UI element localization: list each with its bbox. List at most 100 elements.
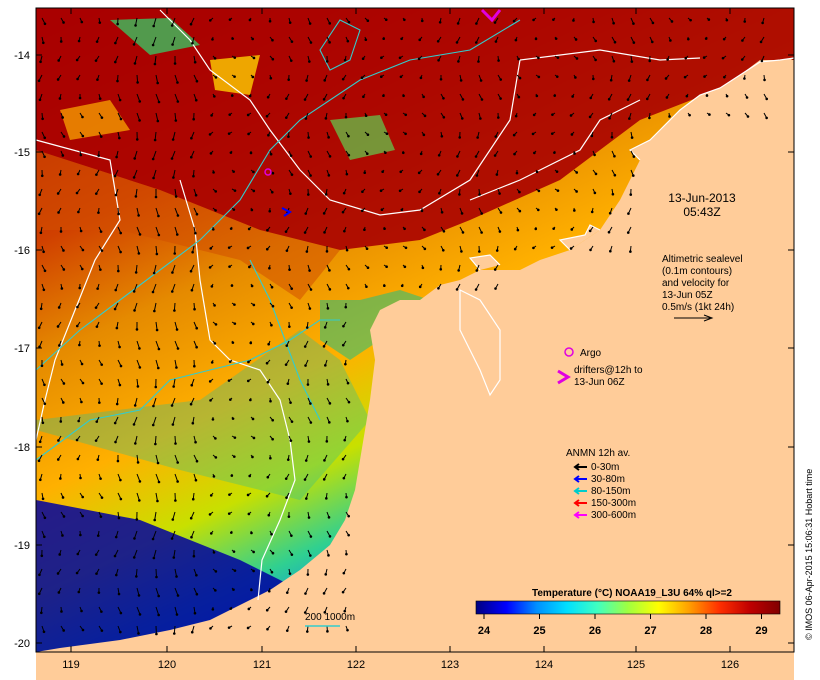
lat-tick-label: -17: [14, 343, 30, 355]
velocity-arrow: [155, 321, 158, 331]
velocity-arrow: [152, 530, 157, 540]
velocity-arrow: [155, 112, 159, 122]
velocity-arrow: [154, 55, 157, 65]
drifter-legend: drifters@12h to 13-Jun 06Z: [557, 365, 643, 388]
drifter-legend-line-2: 13-Jun 06Z: [574, 377, 625, 388]
colorbar-title: Temperature (°C) NOAA19_L3U 64% ql>=2: [532, 588, 732, 599]
velocity-arrow: [136, 112, 141, 121]
anmn-legend-label: 30-80m: [591, 474, 625, 485]
velocity-arrow: [155, 245, 158, 255]
isobath-legend: 200 1000m: [305, 612, 355, 627]
velocity-arrow: [133, 169, 138, 178]
velocity-arrow: [136, 606, 141, 615]
velocity-arrow: [152, 150, 157, 160]
velocity-arrow: [155, 587, 160, 597]
velocity-arrow: [174, 93, 179, 102]
temperature-colorbar: Temperature (°C) NOAA19_L3U 64% ql>=2 24…: [475, 588, 781, 637]
velocity-arrow: [174, 587, 179, 596]
colorbar-ramp: [475, 600, 781, 615]
anmn-legend-title: ANMN 12h av.: [566, 448, 630, 459]
velocity-arrow: [154, 435, 157, 445]
argo-legend: Argo: [564, 347, 602, 359]
velocity-arrow: [174, 74, 178, 83]
velocity-arrow: [155, 454, 159, 464]
velocity-arrow: [154, 131, 157, 141]
colorbar-tick-label: 25: [533, 625, 545, 637]
velocity-arrow: [152, 416, 157, 426]
lon-tick-label: 122: [347, 659, 365, 671]
velocity-arrows: [37, 17, 769, 636]
velocity-arrow: [152, 36, 157, 46]
anmn-legend: ANMN 12h av. 0-30m30-80m80-150m150-300m3…: [566, 448, 636, 521]
lat-tick-label: -14: [14, 50, 30, 62]
colorbar-tick-label: 26: [589, 625, 601, 637]
anmn-legend-item: 0-30m: [573, 462, 619, 473]
anmn-legend-item: 150-300m: [573, 498, 636, 509]
lon-tick-label: 123: [441, 659, 459, 671]
drifter-legend-line-1: drifters@12h to: [574, 365, 643, 376]
anmn-legend-item: 300-600m: [573, 510, 636, 521]
lon-tick-label: 120: [158, 659, 176, 671]
velocity-arrow: [133, 36, 138, 45]
velocity-arrow: [171, 530, 176, 539]
velocity-arrow: [152, 397, 157, 407]
velocity-arrow: [174, 226, 178, 235]
velocity-arrow: [133, 549, 138, 558]
altimetry-line-3: and velocity for: [662, 278, 730, 289]
velocity-arrow: [155, 359, 159, 369]
lon-tick-label: 125: [627, 659, 645, 671]
velocity-arrow: [154, 511, 157, 521]
velocity-arrow: [153, 17, 157, 27]
time-line: 05:43Z: [683, 205, 720, 219]
velocity-arrow: [174, 473, 179, 482]
date-line-1: 13-Jun-2013: [668, 191, 736, 205]
anmn-legend-label: 300-600m: [591, 510, 636, 521]
velocity-arrow: [174, 207, 179, 216]
isobath-legend-label: 200 1000m: [305, 612, 355, 623]
altimetry-line-4: 13-Jun 05Z: [662, 290, 713, 301]
anmn-legend-label: 80-150m: [591, 486, 630, 497]
kimberley-coastline: [459, 57, 795, 397]
velocity-arrow: [155, 226, 160, 236]
velocity-arrow: [172, 416, 176, 425]
velocity-arrow: [136, 359, 141, 368]
lat-tick-label: -16: [14, 245, 30, 257]
mooring-marker: [281, 207, 292, 217]
velocity-arrow: [174, 340, 179, 349]
velocity-arrow: [153, 169, 157, 179]
velocity-arrow: [152, 283, 157, 293]
australia-landmass: [36, 60, 794, 680]
lon-tick-label: 121: [253, 659, 271, 671]
velocity-arrow: [155, 340, 160, 350]
longitude-axis: 119 120 121 122 123 124 125 126: [62, 8, 739, 671]
velocity-arrow: [171, 17, 176, 26]
altimetry-line-5: 0.5m/s (1kt 24h): [662, 302, 734, 313]
anmn-legend-label: 150-300m: [591, 498, 636, 509]
argo-marker: [264, 168, 272, 176]
anmn-legend-label: 0-30m: [591, 462, 619, 473]
drifter-marker: [480, 8, 502, 23]
anmn-legend-item: 80-150m: [573, 486, 630, 497]
argo-legend-label: Argo: [580, 348, 602, 359]
colorbar-tick-label: 27: [644, 625, 656, 637]
drifter-legend-icon: [557, 369, 571, 385]
velocity-arrow: [171, 150, 176, 159]
anmn-legend-item: 30-80m: [573, 474, 625, 485]
lon-tick-label: 119: [62, 659, 80, 671]
velocity-arrow: [153, 549, 157, 559]
altimetry-note: Altimetric sealevel (0.1m contours) and …: [662, 254, 743, 322]
velocity-arrow: [171, 283, 176, 292]
lon-tick-label: 124: [535, 659, 553, 671]
velocity-arrow: [155, 74, 159, 84]
plot-frame: [35, 7, 795, 653]
colorbar-tick-label: 24: [478, 625, 491, 637]
latitude-axis: -14 -15 -16 -17 -18 -19 -20: [14, 50, 794, 650]
velocity-arrow: [136, 226, 141, 235]
colorbar-tick-label: 28: [700, 625, 712, 637]
lat-tick-label: -19: [14, 540, 30, 552]
velocity-arrow: [153, 302, 157, 312]
lat-tick-label: -20: [14, 638, 30, 650]
velocity-arrow: [171, 397, 176, 406]
velocity-arrow: [133, 530, 138, 539]
